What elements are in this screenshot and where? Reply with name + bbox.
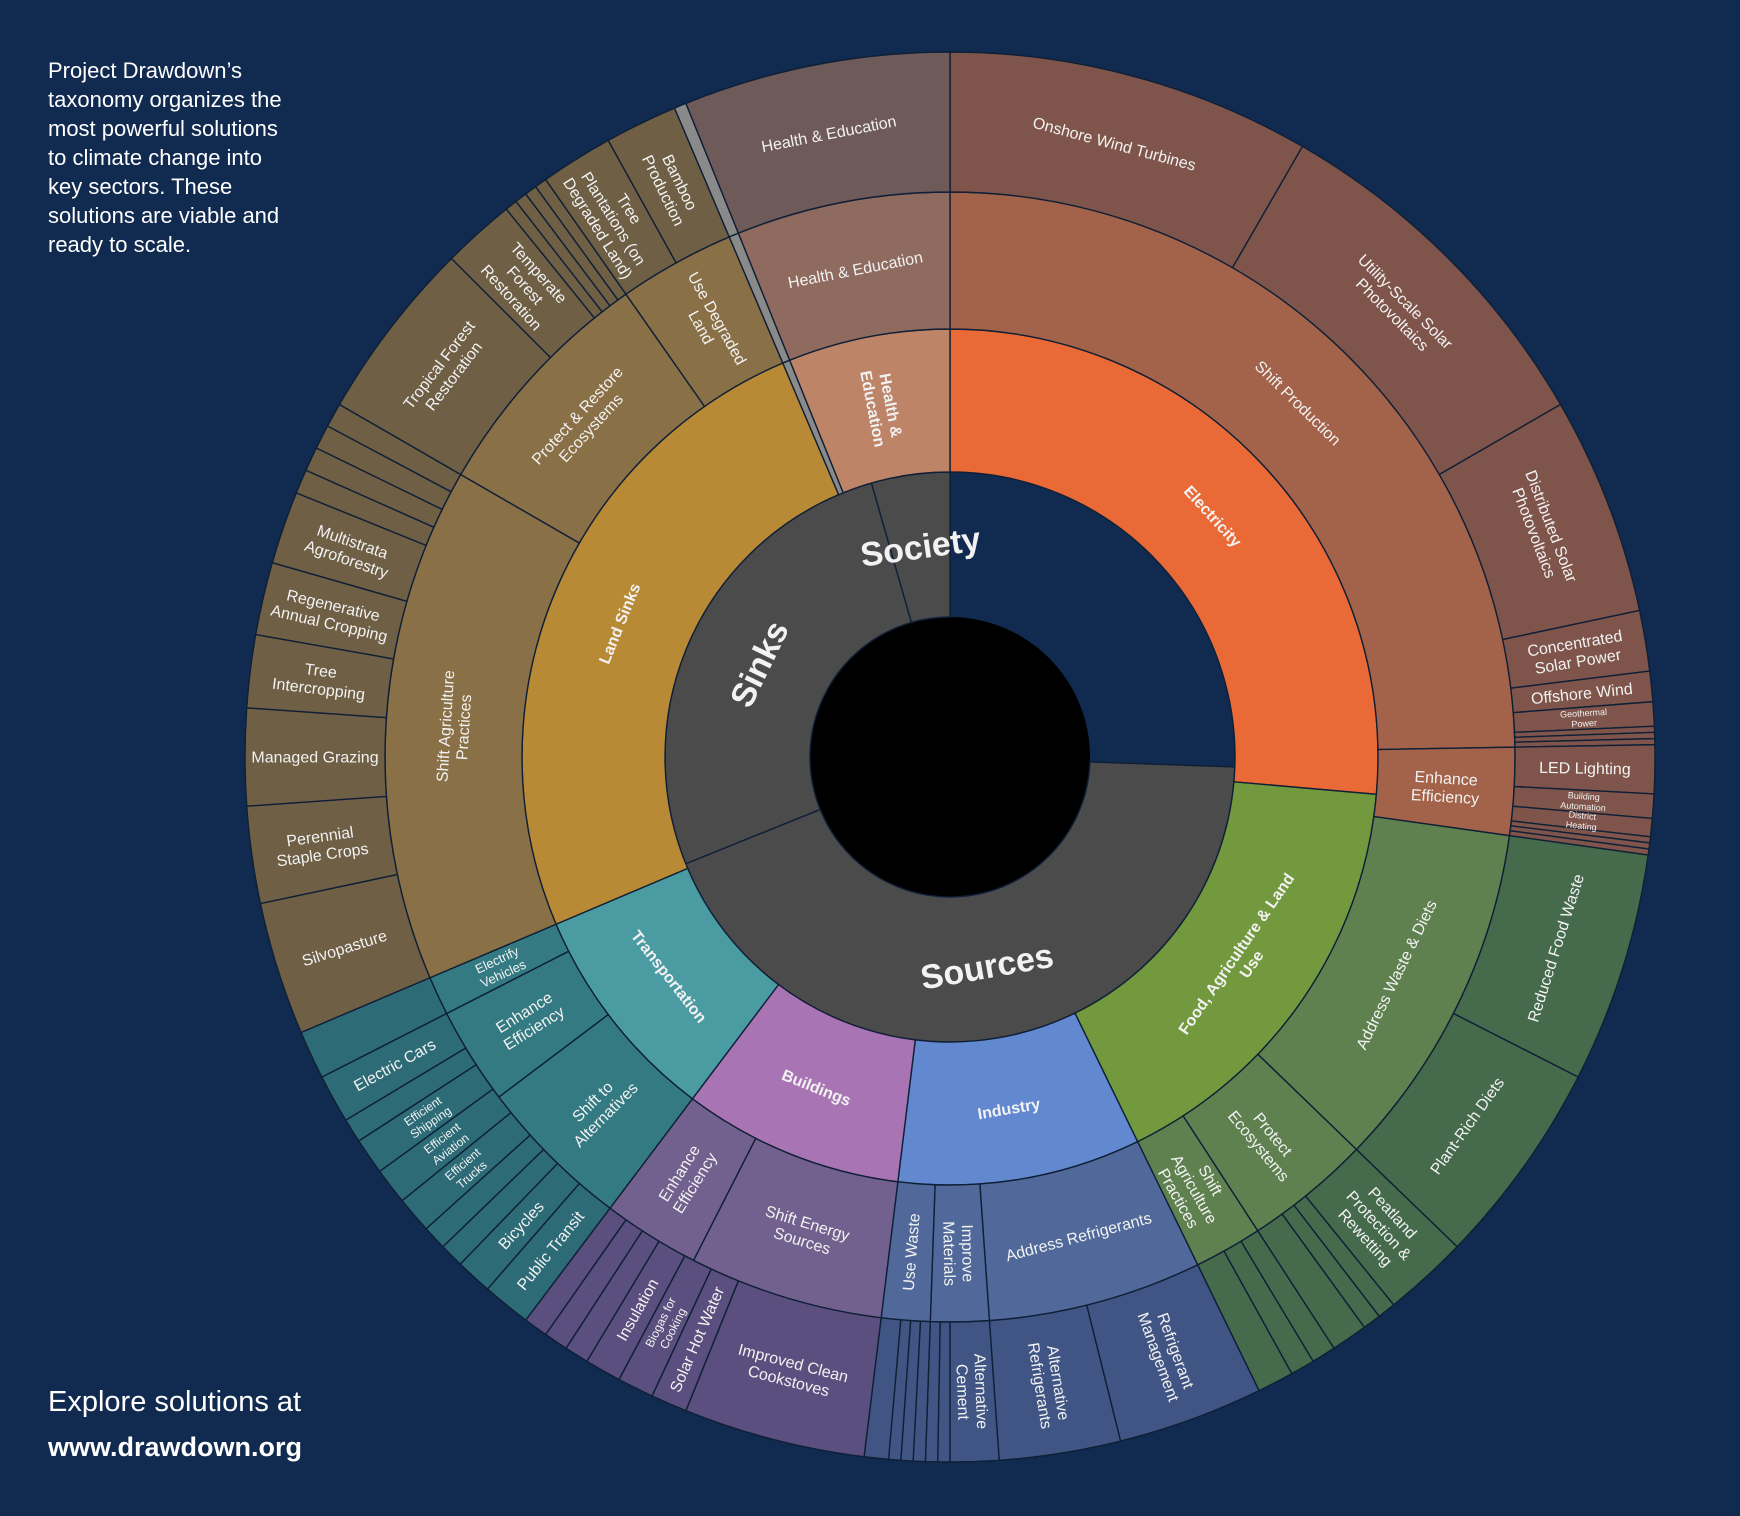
solutions-label-district-heating: DistrictHeating bbox=[1565, 809, 1598, 832]
strategies-label-improve-materials: ImproveMaterials bbox=[939, 1221, 976, 1287]
solutions-label-managed-grazing: Managed Grazing bbox=[251, 750, 378, 767]
strategies-label-enhance-efficiency: EnhanceEfficiency bbox=[1410, 769, 1480, 808]
strategies-label-use-waste: Use Waste bbox=[901, 1213, 924, 1292]
solutions-segment-health-education[interactable] bbox=[684, 51, 951, 235]
rings-layer bbox=[244, 51, 1656, 1463]
solutions-label-building-automation: BuildingAutomation bbox=[1560, 790, 1607, 813]
strategies-label-shift-agriculture-practices: Shift AgriculturePractices bbox=[434, 670, 476, 784]
intro-text: Project Drawdown’s taxonomy organizes th… bbox=[48, 58, 282, 257]
solutions-label-alternative-cement: AlternativeCement bbox=[952, 1353, 990, 1430]
drawdown-link[interactable]: www.drawdown.org bbox=[48, 1432, 302, 1462]
center-hole bbox=[810, 617, 1090, 897]
solutions-label-led-lighting: LED Lighting bbox=[1539, 760, 1631, 779]
explore-text: Explore solutions at bbox=[48, 1386, 302, 1418]
solutions-label-geothermal-power: GeothermalPower bbox=[1560, 707, 1608, 730]
